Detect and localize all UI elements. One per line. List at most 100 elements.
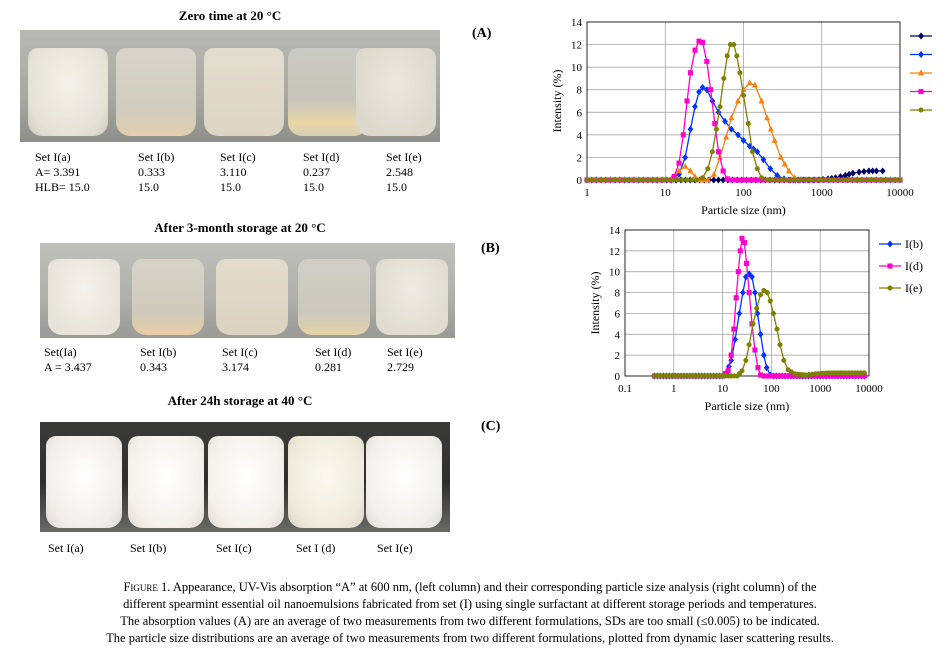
data-point xyxy=(733,295,739,301)
data-point xyxy=(717,104,723,110)
data-point xyxy=(757,330,764,338)
x-tick-label: 10000 xyxy=(855,383,883,395)
data-point xyxy=(687,70,694,76)
data-point xyxy=(700,175,706,181)
y-tick-label: 12 xyxy=(609,246,620,258)
data-point xyxy=(733,177,739,183)
data-point xyxy=(807,177,813,183)
data-point xyxy=(750,321,756,327)
data-point xyxy=(811,177,818,183)
y-tick-label: 2 xyxy=(615,350,621,362)
data-point xyxy=(752,177,758,183)
data-point xyxy=(665,177,671,183)
data-point xyxy=(802,177,808,183)
y-tick-label: 0 xyxy=(577,175,583,187)
vial-a-photo xyxy=(48,259,120,335)
x-tick-label: 100 xyxy=(735,187,752,199)
data-point xyxy=(687,167,694,174)
x-tick-label: 0.1 xyxy=(618,383,632,395)
vial-label: Set I(d) xyxy=(303,150,340,164)
data-point xyxy=(734,53,740,59)
panel-letter-b: (B) xyxy=(481,241,500,256)
vial-label: Set I(d) xyxy=(315,345,352,359)
data-point xyxy=(769,177,775,183)
data-point xyxy=(728,114,735,121)
y-tick-label: 4 xyxy=(577,130,583,142)
data-point xyxy=(752,347,758,353)
absorbance-value: 3.174 xyxy=(222,360,249,374)
data-point xyxy=(731,42,737,48)
data-point xyxy=(749,149,755,155)
figure-label: Figure 1. xyxy=(123,580,171,594)
plot-frame xyxy=(624,229,870,377)
absorbance-value: A = 3.437 xyxy=(44,360,92,374)
data-point xyxy=(771,136,778,143)
data-point xyxy=(646,177,652,183)
x-tick-label: 10 xyxy=(660,187,672,199)
data-point xyxy=(774,326,780,332)
vial-a-photo xyxy=(28,48,108,136)
absorbance-value: 0.333 xyxy=(138,165,165,179)
vial-label: Set I (d) xyxy=(296,541,336,555)
caption-line-3: The absorption values (A) are an average… xyxy=(120,614,820,628)
data-point xyxy=(864,177,870,183)
data-point xyxy=(721,75,727,81)
data-point xyxy=(887,263,893,269)
data-point xyxy=(739,235,745,241)
panel-letter-c: (C) xyxy=(481,419,501,434)
data-point xyxy=(742,177,748,183)
data-point xyxy=(868,177,875,183)
y-tick-label: 12 xyxy=(571,40,582,52)
data-point xyxy=(735,131,741,139)
caption-line-4: The particle size distributions are an a… xyxy=(106,631,834,645)
data-point xyxy=(788,177,794,183)
y-tick-label: 0 xyxy=(615,371,621,383)
data-point xyxy=(835,177,841,183)
data-point xyxy=(709,149,715,155)
hlb-value: 15.0 xyxy=(303,180,324,194)
x-tick-label: 1000 xyxy=(811,187,834,199)
data-point xyxy=(746,290,752,296)
data-point xyxy=(731,326,737,332)
vial-label: Set I(c) xyxy=(222,345,258,359)
data-point xyxy=(760,156,767,164)
data-point xyxy=(758,292,764,298)
data-point xyxy=(918,88,924,95)
data-point xyxy=(861,370,867,376)
data-point xyxy=(873,177,879,183)
data-point xyxy=(684,98,690,104)
data-point xyxy=(764,114,771,121)
data-point xyxy=(636,177,642,183)
data-point xyxy=(760,351,767,359)
data-point xyxy=(883,177,889,183)
data-point xyxy=(878,177,884,183)
data-point xyxy=(704,176,711,183)
vial-label: Set I(e) xyxy=(387,345,423,359)
x-tick-label: 1000 xyxy=(809,383,832,395)
data-point xyxy=(612,177,619,183)
vial-e-photo xyxy=(356,48,436,136)
data-point xyxy=(680,132,686,138)
data-point xyxy=(879,167,886,175)
y-tick-label: 2 xyxy=(577,152,583,164)
data-point xyxy=(781,357,787,363)
data-point xyxy=(865,167,872,175)
data-point xyxy=(651,177,657,183)
data-point xyxy=(660,177,666,183)
vial-label: Set(Ia) xyxy=(44,345,77,359)
data-point xyxy=(617,177,623,183)
data-point xyxy=(849,177,856,183)
data-point xyxy=(861,167,867,176)
data-point xyxy=(755,365,761,371)
data-point xyxy=(708,87,714,93)
data-point xyxy=(679,177,685,183)
data-point xyxy=(816,177,822,183)
data-point xyxy=(715,176,722,184)
figure-caption: Figure 1. Appearance, UV-Vis absorption … xyxy=(20,579,920,647)
data-point xyxy=(627,177,633,183)
data-point xyxy=(693,177,699,183)
absorbance-value: 0.237 xyxy=(303,165,330,179)
data-point xyxy=(743,357,749,363)
data-point xyxy=(744,260,750,266)
data-point xyxy=(887,177,894,183)
